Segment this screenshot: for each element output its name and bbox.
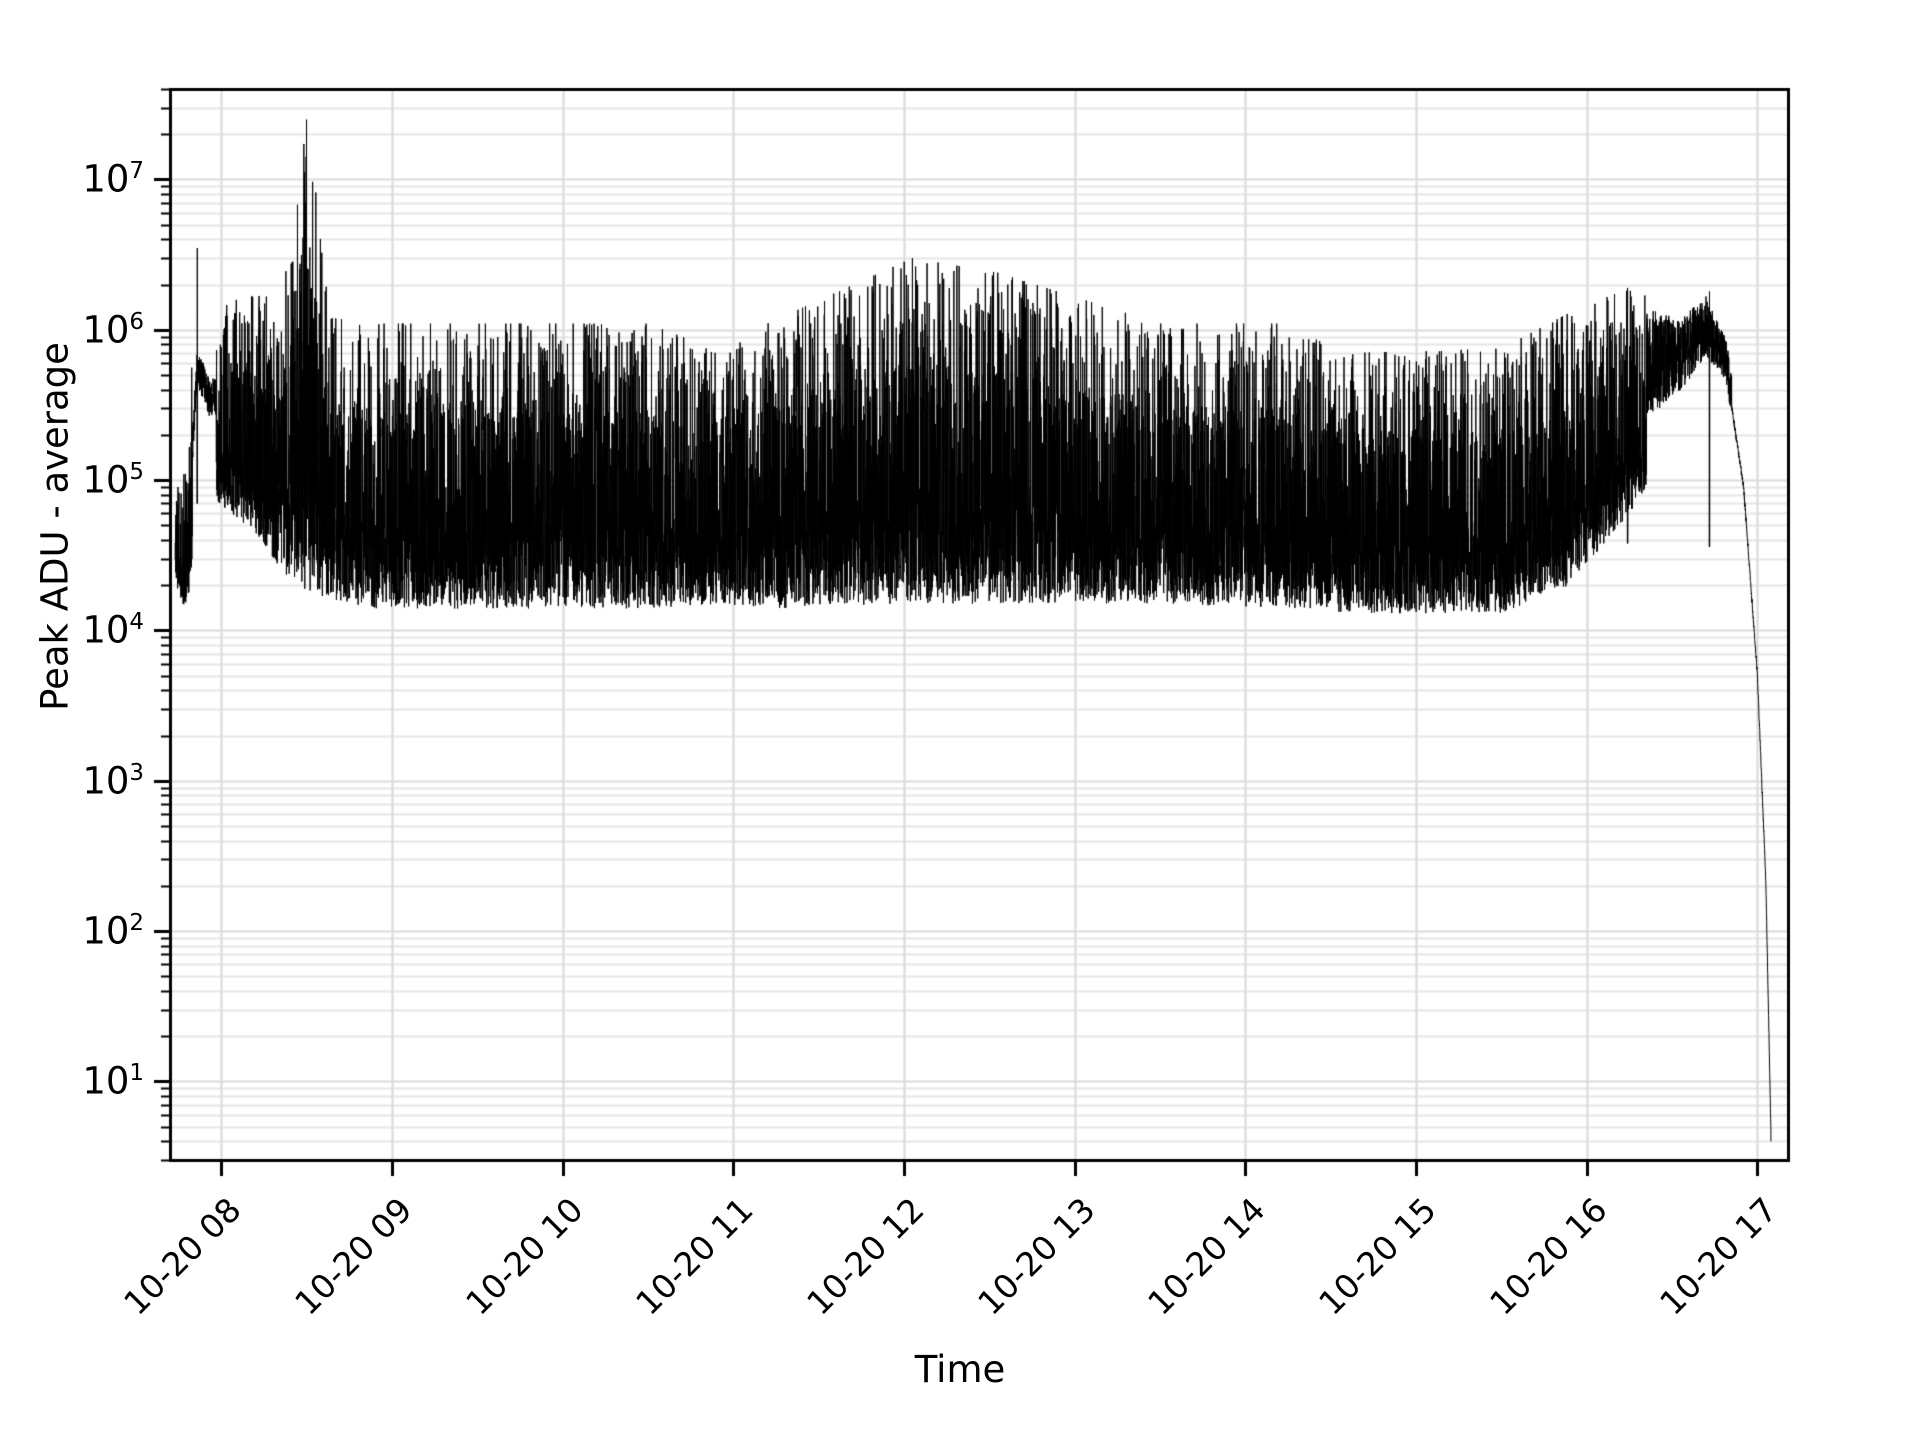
- y-tick-mantissa: 10: [82, 308, 130, 352]
- y-tick-exponent: 1: [129, 1060, 144, 1087]
- y-tick-exponent: 3: [129, 759, 144, 786]
- y-tick-exponent: 7: [129, 158, 144, 185]
- y-tick-mantissa: 10: [82, 157, 130, 201]
- y-tick-label: 106: [0, 308, 144, 351]
- y-tick-mantissa: 10: [82, 458, 130, 502]
- y-tick-mantissa: 10: [82, 1059, 130, 1103]
- y-tick-exponent: 5: [129, 459, 144, 486]
- y-tick-label: 104: [0, 609, 144, 652]
- y-tick-mantissa: 10: [82, 608, 130, 652]
- y-tick-mantissa: 10: [82, 759, 130, 803]
- y-tick-label: 102: [0, 910, 144, 953]
- y-tick-exponent: 2: [129, 910, 144, 937]
- y-tick-label: 103: [0, 759, 144, 802]
- x-axis-label: Time: [914, 1348, 1006, 1391]
- y-tick-exponent: 6: [129, 308, 144, 335]
- y-tick-exponent: 4: [129, 609, 144, 636]
- y-tick-label: 105: [0, 459, 144, 502]
- y-tick-label: 107: [0, 158, 144, 201]
- y-axis-label: Peak ADU - average: [33, 342, 77, 711]
- y-tick-label: 101: [0, 1060, 144, 1103]
- y-tick-mantissa: 10: [82, 909, 130, 953]
